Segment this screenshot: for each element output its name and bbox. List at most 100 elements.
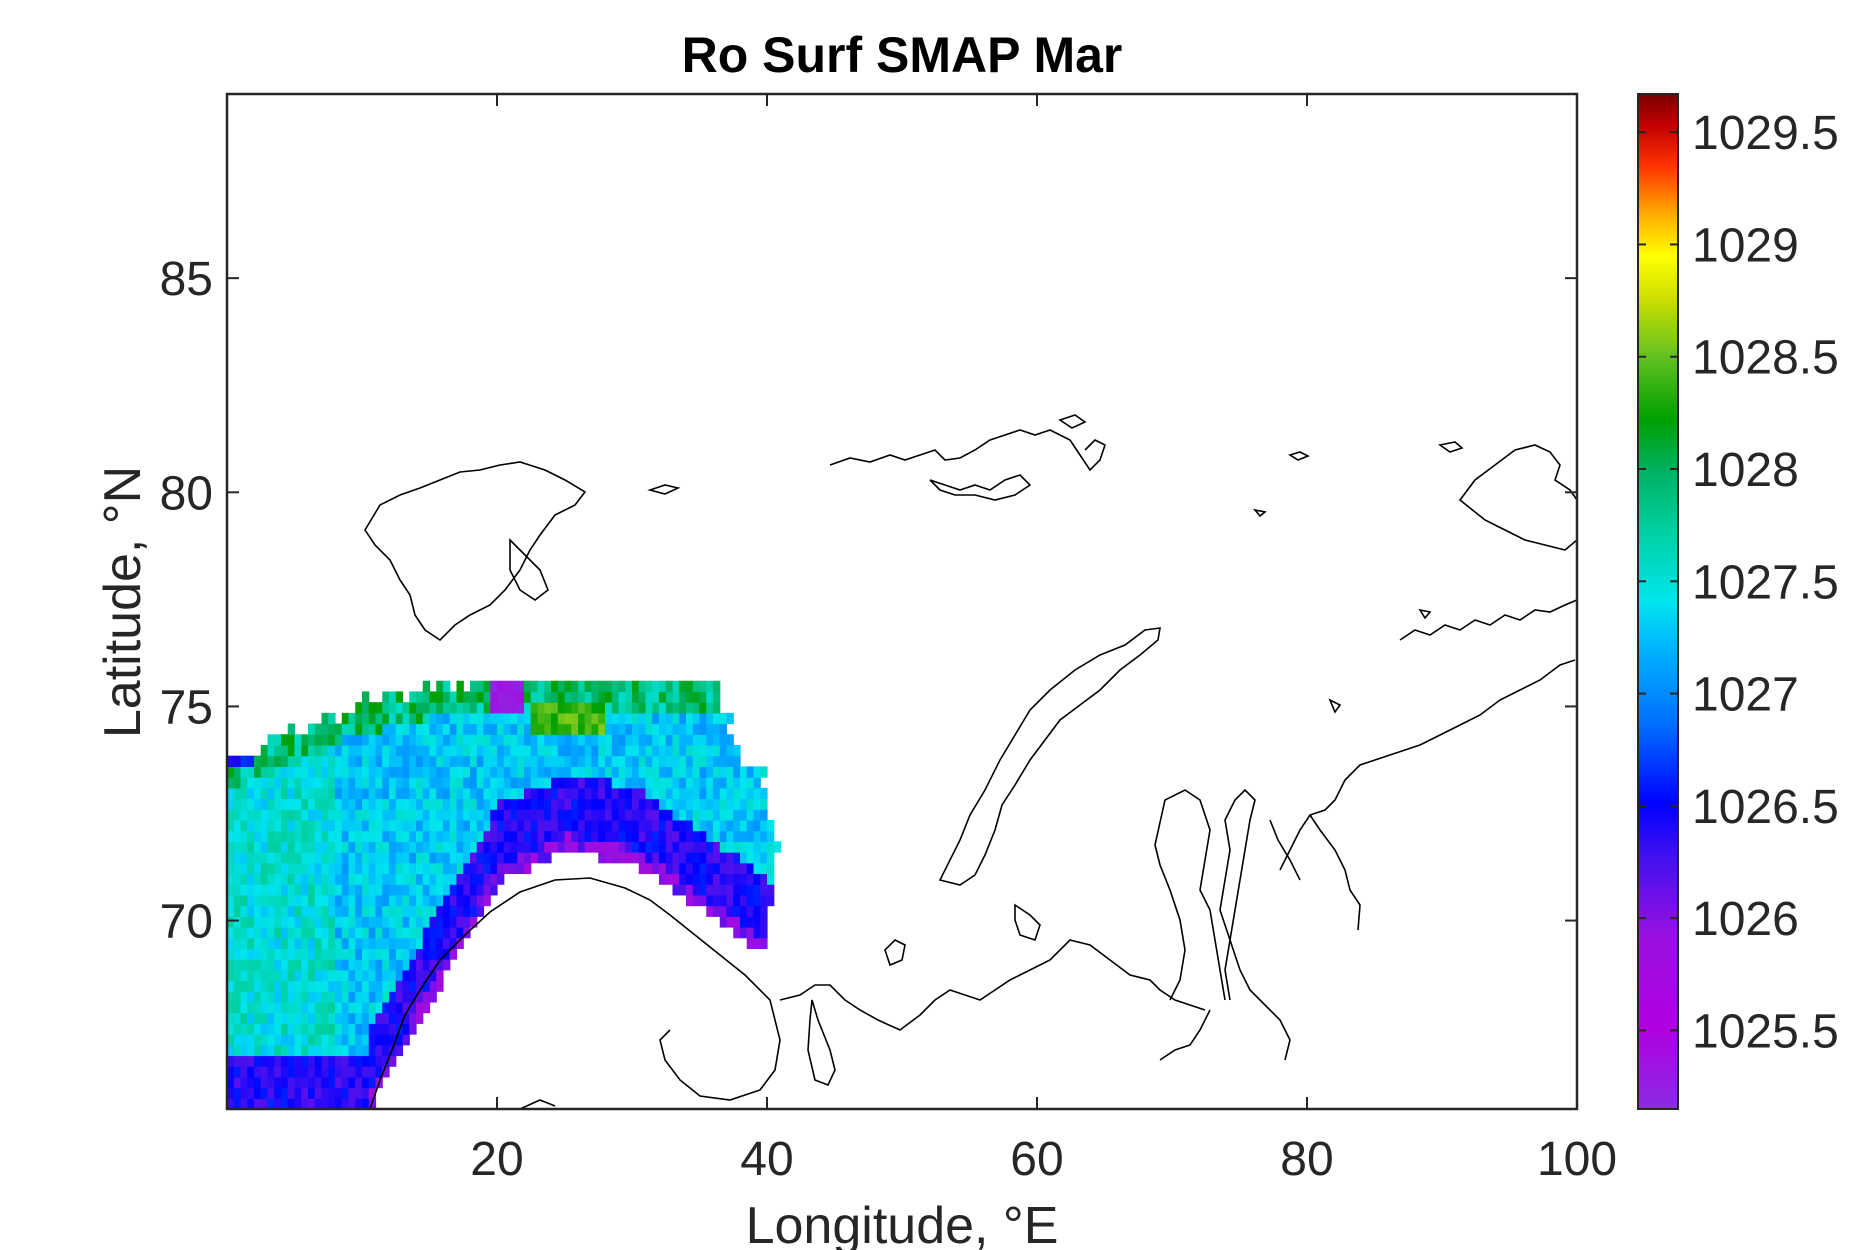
heatmap-cell <box>395 1001 404 1014</box>
heatmap-cell <box>443 798 451 810</box>
heatmap-cell <box>652 691 660 703</box>
heatmap-cell <box>355 948 363 960</box>
heatmap-cell <box>436 884 444 896</box>
heatmap-cell <box>584 702 593 714</box>
heatmap-cell <box>348 1098 356 1109</box>
heatmap-cell <box>733 777 741 789</box>
heatmap-cell <box>422 926 431 939</box>
heatmap-cell <box>335 916 343 928</box>
heatmap-cell <box>692 873 701 885</box>
heatmap-cell <box>382 1012 390 1024</box>
heatmap-cell <box>416 809 424 821</box>
heatmap-cell <box>227 787 235 800</box>
heatmap-cell <box>267 1023 275 1035</box>
heatmap-cell <box>281 1012 289 1024</box>
heatmap-cell <box>416 734 424 746</box>
heatmap-cell <box>301 1044 309 1057</box>
heatmap-cell <box>240 980 248 992</box>
heatmap-cell <box>524 830 532 842</box>
heatmap-cell <box>530 755 539 767</box>
heatmap-cell <box>530 712 539 725</box>
heatmap-cell <box>551 744 559 757</box>
heatmap-cell <box>348 852 356 864</box>
heatmap-cell <box>274 905 282 917</box>
heatmap-cell <box>260 809 269 821</box>
heatmap-cell <box>605 809 613 821</box>
heatmap-cell <box>348 809 356 821</box>
heatmap-cell <box>416 937 424 949</box>
heatmap-cell <box>321 959 329 971</box>
heatmap-cell <box>254 819 262 832</box>
heatmap-cell <box>267 777 275 789</box>
heatmap-cell <box>618 744 626 757</box>
heatmap-cell <box>544 798 552 810</box>
heatmap-cell <box>672 680 680 693</box>
heatmap-cell <box>422 841 431 853</box>
heatmap-cell <box>652 680 660 693</box>
heatmap-cell <box>557 680 566 693</box>
heatmap-cell <box>281 884 289 896</box>
y-tick-label: 85 <box>160 253 213 306</box>
heatmap-cell <box>598 777 606 789</box>
heatmap-cell <box>260 980 269 992</box>
heatmap-cell <box>362 969 370 982</box>
heatmap-cell <box>368 926 377 939</box>
heatmap-cell <box>672 777 680 789</box>
heatmap-cell <box>591 787 599 800</box>
heatmap-cell <box>260 894 269 907</box>
heatmap-cell <box>389 1001 397 1014</box>
heatmap-cell <box>287 980 296 992</box>
heatmap-cell <box>402 819 410 832</box>
heatmap-cell <box>429 862 437 875</box>
heatmap-cell <box>564 712 572 725</box>
heatmap-cell <box>625 852 633 864</box>
heatmap-cell <box>314 830 323 842</box>
heatmap-cell <box>692 862 701 875</box>
heatmap-cell <box>517 777 525 789</box>
heatmap-cell <box>416 830 424 842</box>
heatmap-cell <box>402 905 410 917</box>
heatmap-cell <box>395 862 404 875</box>
heatmap-cell <box>240 798 248 810</box>
heatmap-cell <box>355 905 363 917</box>
heatmap-cell <box>476 809 485 821</box>
heatmap-cell <box>348 1001 356 1014</box>
heatmap-cell <box>598 809 606 821</box>
heatmap-cell <box>611 734 620 746</box>
heatmap-cell <box>497 680 505 693</box>
heatmap-cell <box>422 830 431 842</box>
heatmap-cell <box>274 1055 282 1067</box>
heatmap-cell <box>335 777 343 789</box>
heatmap-cell <box>429 916 437 928</box>
heatmap-cell <box>679 712 687 725</box>
heatmap-cell <box>551 841 559 853</box>
heatmap-cell <box>416 1012 424 1024</box>
heatmap-cell <box>686 862 694 875</box>
heatmap-cell <box>537 830 545 842</box>
heatmap-cell <box>375 884 383 896</box>
heatmap-cell <box>382 873 390 885</box>
heatmap-cell <box>422 702 431 714</box>
heatmap-cell <box>274 809 282 821</box>
heatmap-cell <box>348 862 356 875</box>
heatmap-cell <box>395 1034 404 1046</box>
heatmap-cell <box>308 852 316 864</box>
heatmap-cell <box>328 948 336 960</box>
heatmap-cell <box>355 1066 363 1078</box>
heatmap-cell <box>402 959 410 971</box>
heatmap-cell <box>362 1055 370 1067</box>
heatmap-cell <box>713 798 721 810</box>
heatmap-cell <box>686 777 694 789</box>
heatmap-cell <box>287 734 296 746</box>
heatmap-cell <box>760 862 768 875</box>
heatmap-cell <box>328 1023 336 1035</box>
heatmap-cell <box>368 1012 377 1024</box>
heatmap-cell <box>436 937 444 949</box>
heatmap-cell <box>328 1034 336 1046</box>
heatmap-cell <box>294 894 302 907</box>
heatmap-cell <box>308 1066 316 1078</box>
heatmap-cell <box>510 766 518 778</box>
heatmap-cell <box>308 777 316 789</box>
heatmap-cell <box>294 744 302 757</box>
heatmap-cell <box>301 777 309 789</box>
